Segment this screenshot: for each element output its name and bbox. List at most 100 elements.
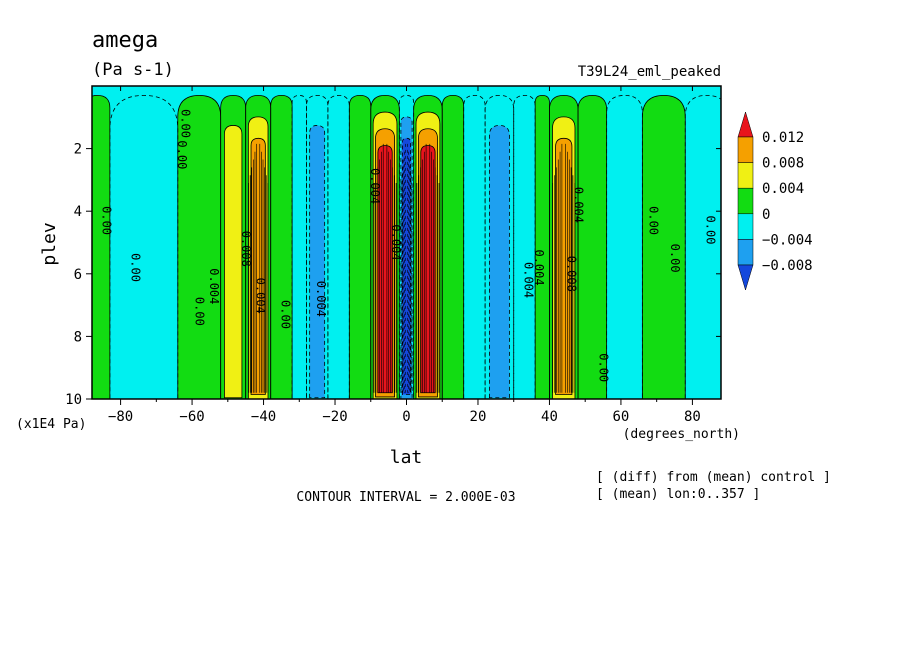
colorbar: 0.012 0.008 0.004 0 −0.004 −0.008 [737,111,813,291]
y-tick-label: 6 [74,267,82,283]
contour-label: 0.004 [207,268,221,304]
contour-label: 0.004 [389,224,403,260]
contour-label: 0.008 [564,256,578,292]
x-tick-label: −60 [179,409,204,425]
contour-label: 0.004 [521,262,535,298]
contour-fill-band [685,95,721,399]
chart-units: (Pa s-1) [92,60,174,80]
contour-line [398,94,415,399]
contour-fill-band [513,95,536,399]
contour-label: 0.00 [647,206,661,235]
y-axis: 2 4 6 8 10 [65,142,721,408]
x-axis-unit-label: (degrees_north) [623,427,740,442]
x-axis-label: lat [390,447,423,468]
contour-label: 0.004 [314,281,328,317]
contour-line [400,116,413,399]
contour-line [109,94,179,399]
contour-line [641,94,686,399]
x-tick-label: 0 [402,409,410,425]
contour-fill-band [327,95,350,399]
contour-line [309,125,326,399]
note-diff: [ (diff) from (mean) control ] [596,470,831,485]
contour-fill-band [578,95,607,399]
contour-line [577,94,608,399]
contour-label: 0.00 [128,253,142,282]
y-tick-label: 10 [65,392,82,408]
y-tick-label: 4 [74,204,82,220]
contour-fill-band [292,95,307,399]
contour-line [250,137,266,395]
contour-line [348,94,372,399]
contour-fill-band [109,95,178,399]
contour-label: 0.004 [253,278,267,314]
contour-fill-band [309,125,325,398]
contour-fill-band [489,125,510,398]
contour-fill-band [224,125,242,398]
contour-label: 0.008 [239,231,253,267]
x-axis: −80 −60 −40 −20 0 20 40 60 80 [108,86,701,425]
colorbar-label: 0.012 [762,130,804,146]
contour-line [606,94,643,399]
contour-label: 0.00 [178,109,192,138]
colorbar-segment [737,213,754,240]
contour-line [224,125,243,399]
y-axis-label: plev [39,222,60,265]
contour-fill-band [92,95,110,399]
contour-label: 0.004 [571,187,585,223]
note-mean: [ (mean) lon:0..357 ] [596,487,760,502]
contour-fill-band [642,95,686,399]
colorbar-label: 0.008 [762,156,804,172]
contour-line [484,94,515,399]
y-tick-label: 2 [74,142,82,158]
contour-fill-band [463,95,486,399]
colorbar-label: −0.008 [762,258,813,274]
contour-fill-band [555,138,572,395]
contour-line [489,125,510,399]
y-tick-label: 8 [74,329,82,345]
contour-fill-band [251,138,266,395]
x-tick-label: 80 [684,409,701,425]
contour-line [377,145,393,394]
contour-fill-band [349,95,371,399]
x-tick-label: 40 [541,409,558,425]
contour-line [291,94,307,399]
x-tick-label: −40 [251,409,276,425]
y-axis-unit-label: (x1E4 Pa) [16,417,86,432]
contour-label: 0.00 [278,300,292,329]
contour-line [372,111,398,399]
contour-fill-band [606,95,643,399]
colorbar-segment [737,111,754,138]
x-tick-label: −20 [322,409,347,425]
colorbar-label: 0 [762,207,770,223]
contour-label: 0.00 [100,206,114,235]
contour-line [415,111,441,399]
contour-fill-band [402,138,411,395]
colorbar-segment [737,162,754,189]
contour-line [375,128,395,398]
contour-line [552,116,576,399]
contour-line [247,116,269,399]
contour-line [463,94,486,399]
x-tick-label: 60 [613,409,630,425]
colorbar-segment [737,264,754,291]
colorbar-segment [737,187,754,215]
contour-interval: CONTOUR INTERVAL = 2.000E-03 [296,490,515,505]
contour-line [92,94,111,399]
contour-label: 0.004 [532,249,546,285]
contour-line [555,137,573,395]
colorbar-segment [737,136,754,163]
contour-fill-band [442,95,464,399]
contour-line [370,94,400,399]
colorbar-label: 0.004 [762,181,804,197]
contour-line [684,94,721,399]
contour-label: 0.004 [368,168,382,204]
contour-fill-band [177,95,221,399]
contour-label: 0.00 [175,140,189,169]
contour-line [534,94,550,399]
contour-label: 0.00 [668,244,682,273]
x-tick-label: 20 [470,409,487,425]
contour-label: 0.00 [596,353,610,382]
contour-fill-band [420,145,436,393]
